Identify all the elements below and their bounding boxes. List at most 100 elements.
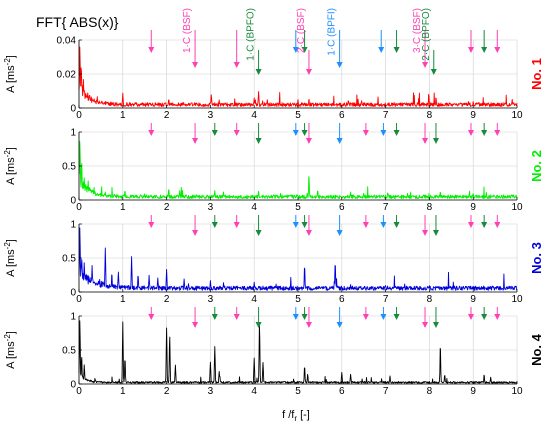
figure-title: FFT{ ABS(x)}	[36, 14, 119, 30]
x-tick-label: 0	[76, 294, 82, 305]
arrow-head	[255, 138, 262, 144]
panel-label: No. 2	[529, 150, 544, 182]
x-tick-label: 7	[383, 202, 389, 213]
x-tick-label: 5	[295, 294, 301, 305]
arrow-head	[432, 322, 439, 328]
arrow-head	[468, 47, 475, 53]
arrow-head	[336, 322, 343, 328]
y-tick-label: 0	[70, 196, 76, 207]
x-tick-label: 4	[251, 386, 257, 397]
x-tick-label: 6	[339, 110, 345, 121]
arrow-head	[148, 222, 155, 228]
arrow-head	[494, 130, 501, 136]
arrow-head	[494, 47, 501, 53]
x-tick-label: 1	[120, 202, 126, 213]
fault-annotation: 2·C (BSF)	[296, 8, 307, 53]
x-tick-label: 2	[164, 202, 170, 213]
x-tick-label: 0	[76, 110, 82, 121]
x-tick-label: 9	[470, 294, 476, 305]
arrow-head	[380, 222, 387, 228]
x-axis-label: f /fr [-]	[282, 409, 310, 423]
arrow-head	[233, 62, 240, 68]
spectrum-line	[78, 141, 518, 200]
arrow-head	[494, 222, 501, 228]
arrow-head	[292, 222, 299, 228]
arrow-head	[430, 69, 437, 75]
arrow-head	[192, 322, 199, 328]
arrow-head	[292, 130, 299, 136]
arrow-head	[192, 138, 199, 144]
arrow-head	[362, 222, 369, 228]
arrow-head	[233, 314, 240, 320]
arrow-head	[422, 138, 429, 144]
x-tick-label: 2	[164, 294, 170, 305]
arrow-head	[301, 314, 308, 320]
arrow-head	[422, 322, 429, 328]
x-tick-label: 9	[470, 386, 476, 397]
x-tick-label: 7	[383, 294, 389, 305]
arrow-head	[432, 138, 439, 144]
arrow-head	[481, 47, 488, 53]
x-tick-label: 9	[470, 110, 476, 121]
fault-annotation: 1·C (BPFO)	[246, 8, 257, 61]
y-tick-label: 0	[70, 288, 76, 299]
y-tick-label: 1	[70, 312, 76, 323]
x-tick-label: 8	[427, 386, 433, 397]
arrow-head	[336, 62, 343, 68]
x-tick-label: 1	[120, 386, 126, 397]
arrow-head	[481, 130, 488, 136]
y-axis-label: A [ms-2]	[3, 239, 17, 277]
panel-2: 0 1 2 3 4 5 6 7 8 9 10 0 0.5 1 A [ms-2] No. 2	[3, 123, 544, 213]
panel-label: No. 4	[529, 333, 544, 366]
x-tick-label: 2	[164, 110, 170, 121]
arrow-head	[305, 138, 312, 144]
panel-4: 0 1 2 3 4 5 6 7 8 9 10 0 0.5 1 A [ms-2] No. 4	[3, 307, 544, 397]
arrow-head	[380, 130, 387, 136]
arrow-head	[378, 47, 385, 53]
x-tick-label: 5	[295, 202, 301, 213]
arrow-head	[292, 47, 299, 53]
arrow-head	[481, 222, 488, 228]
arrow-head	[148, 47, 155, 53]
arrow-head	[432, 230, 439, 236]
y-tick-label: 1	[70, 128, 76, 139]
panel-1: 0 1 2 3 4 5 6 7 8 9 10 0 0.02 0.04 A [ms-2] No. 1 1·C (B…	[3, 8, 544, 121]
arrow-head	[211, 130, 218, 136]
arrow-head	[336, 230, 343, 236]
arrow-head	[292, 314, 299, 320]
x-tick-label: 0	[76, 386, 82, 397]
fault-annotation: 1·C (BSF)	[182, 8, 193, 53]
x-tick-label: 6	[339, 294, 345, 305]
panel-label: No. 3	[529, 242, 544, 274]
arrow-head	[211, 222, 218, 228]
arrow-head	[336, 138, 343, 144]
x-tick-label: 5	[295, 110, 301, 121]
x-tick-label: 10	[511, 202, 523, 213]
x-tick-label: 3	[208, 294, 214, 305]
arrow-head	[468, 222, 475, 228]
arrow-head	[393, 222, 400, 228]
x-tick-label: 5	[295, 386, 301, 397]
arrow-head	[305, 230, 312, 236]
x-tick-label: 0	[76, 202, 82, 213]
y-axis-label: A [ms-2]	[3, 331, 17, 369]
arrow-head	[233, 222, 240, 228]
x-tick-label: 10	[511, 386, 523, 397]
arrow-head	[362, 130, 369, 136]
arrow-head	[301, 130, 308, 136]
arrow-head	[301, 222, 308, 228]
x-tick-label: 9	[470, 202, 476, 213]
x-tick-label: 8	[427, 202, 433, 213]
arrow-head	[211, 314, 218, 320]
arrow-head	[494, 314, 501, 320]
arrow-head	[233, 130, 240, 136]
spectrum-line	[78, 227, 518, 291]
arrow-head	[305, 322, 312, 328]
x-tick-label: 6	[339, 386, 345, 397]
x-tick-label: 4	[251, 294, 257, 305]
arrow-head	[468, 314, 475, 320]
x-tick-label: 10	[511, 294, 523, 305]
arrow-head	[148, 314, 155, 320]
